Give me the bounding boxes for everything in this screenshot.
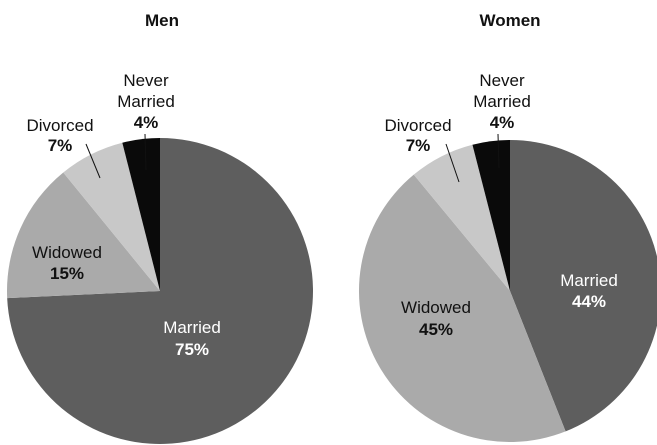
women-slice-never-married [472,140,510,291]
women-divorced-value: 7% [406,136,431,155]
men-slice-widowed [7,172,160,299]
men-divorced-leader-line [85,143,101,179]
men-never-married-leader-line [144,133,147,171]
men-divorced-label: Divorced [26,116,93,135]
men-chart-title: Men [145,11,179,30]
women-slice-widowed [358,174,566,443]
women-never-married-value: 4% [490,113,515,132]
women-married-label: Married [560,271,618,290]
women-divorced-label: Divorced [384,116,451,135]
women-never-married-label-line2: Married [473,92,531,111]
women-never-married-leader-line [497,133,500,169]
men-slice-married [7,138,314,444]
men-widowed-label: Widowed [32,243,102,262]
men-pie [7,133,314,444]
men-divorced-value: 7% [48,136,73,155]
women-widowed-value: 45% [419,320,453,339]
men-married-value: 75% [175,340,209,359]
women-widowed-label: Widowed [401,298,471,317]
men-slice-divorced [63,142,160,291]
men-married-label: Married [163,318,221,337]
women-divorced-leader-line [445,143,460,183]
men-widowed-value: 15% [50,264,84,283]
women-never-married-label-line1: Never [479,71,525,90]
women-married-value: 44% [572,292,606,311]
men-never-married-value: 4% [134,113,159,132]
men-never-married-label-line1: Never [123,71,169,90]
women-slice-divorced [413,144,510,291]
women-chart-title: Women [479,11,540,30]
women-pie [358,133,657,443]
men-never-married-label-line2: Married [117,92,175,111]
women-slice-married [510,140,657,432]
men-slice-never-married [122,138,160,291]
